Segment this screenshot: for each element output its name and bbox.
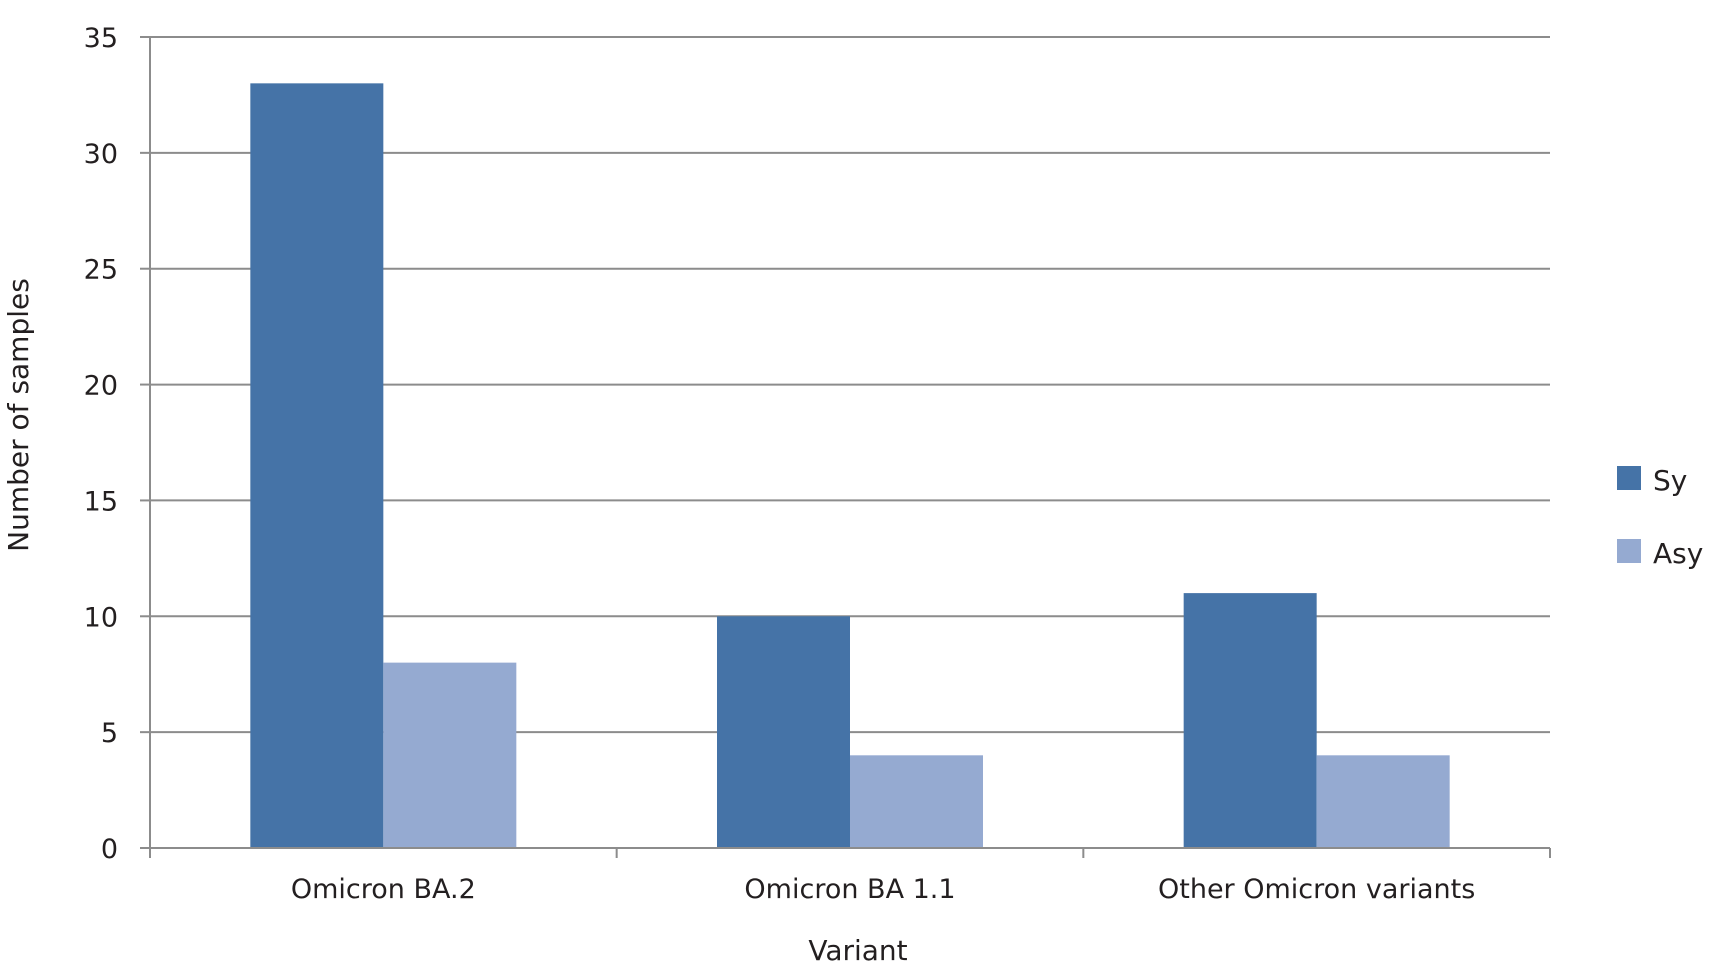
- y-tick-label: 0: [101, 834, 118, 865]
- bar-sy-1: [250, 83, 384, 849]
- y-tick-label: 15: [84, 486, 118, 517]
- bar-asy-1: [383, 662, 517, 848]
- y-tick-label: 20: [84, 371, 118, 402]
- axes: [140, 36, 1551, 858]
- x-axis-title: Variant: [808, 934, 907, 967]
- y-tick-label: 35: [84, 23, 118, 54]
- legend-label-sy: Sy: [1653, 464, 1687, 497]
- y-tick-label: 5: [101, 718, 118, 749]
- x-tick-label: Omicron BA.2: [291, 874, 476, 905]
- x-tick-label: Other Omicron variants: [1158, 874, 1475, 905]
- bar-sy-2: [717, 616, 850, 848]
- y-axis-title: Number of samples: [2, 278, 35, 552]
- x-tick-label: Omicron BA 1.1: [744, 874, 955, 905]
- gridlines: [150, 36, 1550, 734]
- y-tick-label: 25: [84, 255, 118, 286]
- legend: Sy Asy: [1617, 464, 1703, 570]
- bar-sy-3: [1183, 593, 1317, 848]
- x-tick-labels: Omicron BA.2 Omicron BA 1.1 Other Omicron …: [291, 874, 1475, 905]
- y-tick-labels: 0 5 10 15 20 25 30 35: [84, 23, 118, 865]
- y-tick-label: 10: [84, 602, 118, 633]
- legend-label-asy: Asy: [1653, 537, 1703, 570]
- legend-swatch-asy: [1617, 539, 1641, 563]
- bar-asy-3: [1316, 755, 1450, 848]
- legend-swatch-sy: [1617, 466, 1641, 490]
- bar-asy-2: [850, 755, 983, 848]
- y-tick-label: 30: [84, 139, 118, 170]
- bars: [250, 83, 1450, 849]
